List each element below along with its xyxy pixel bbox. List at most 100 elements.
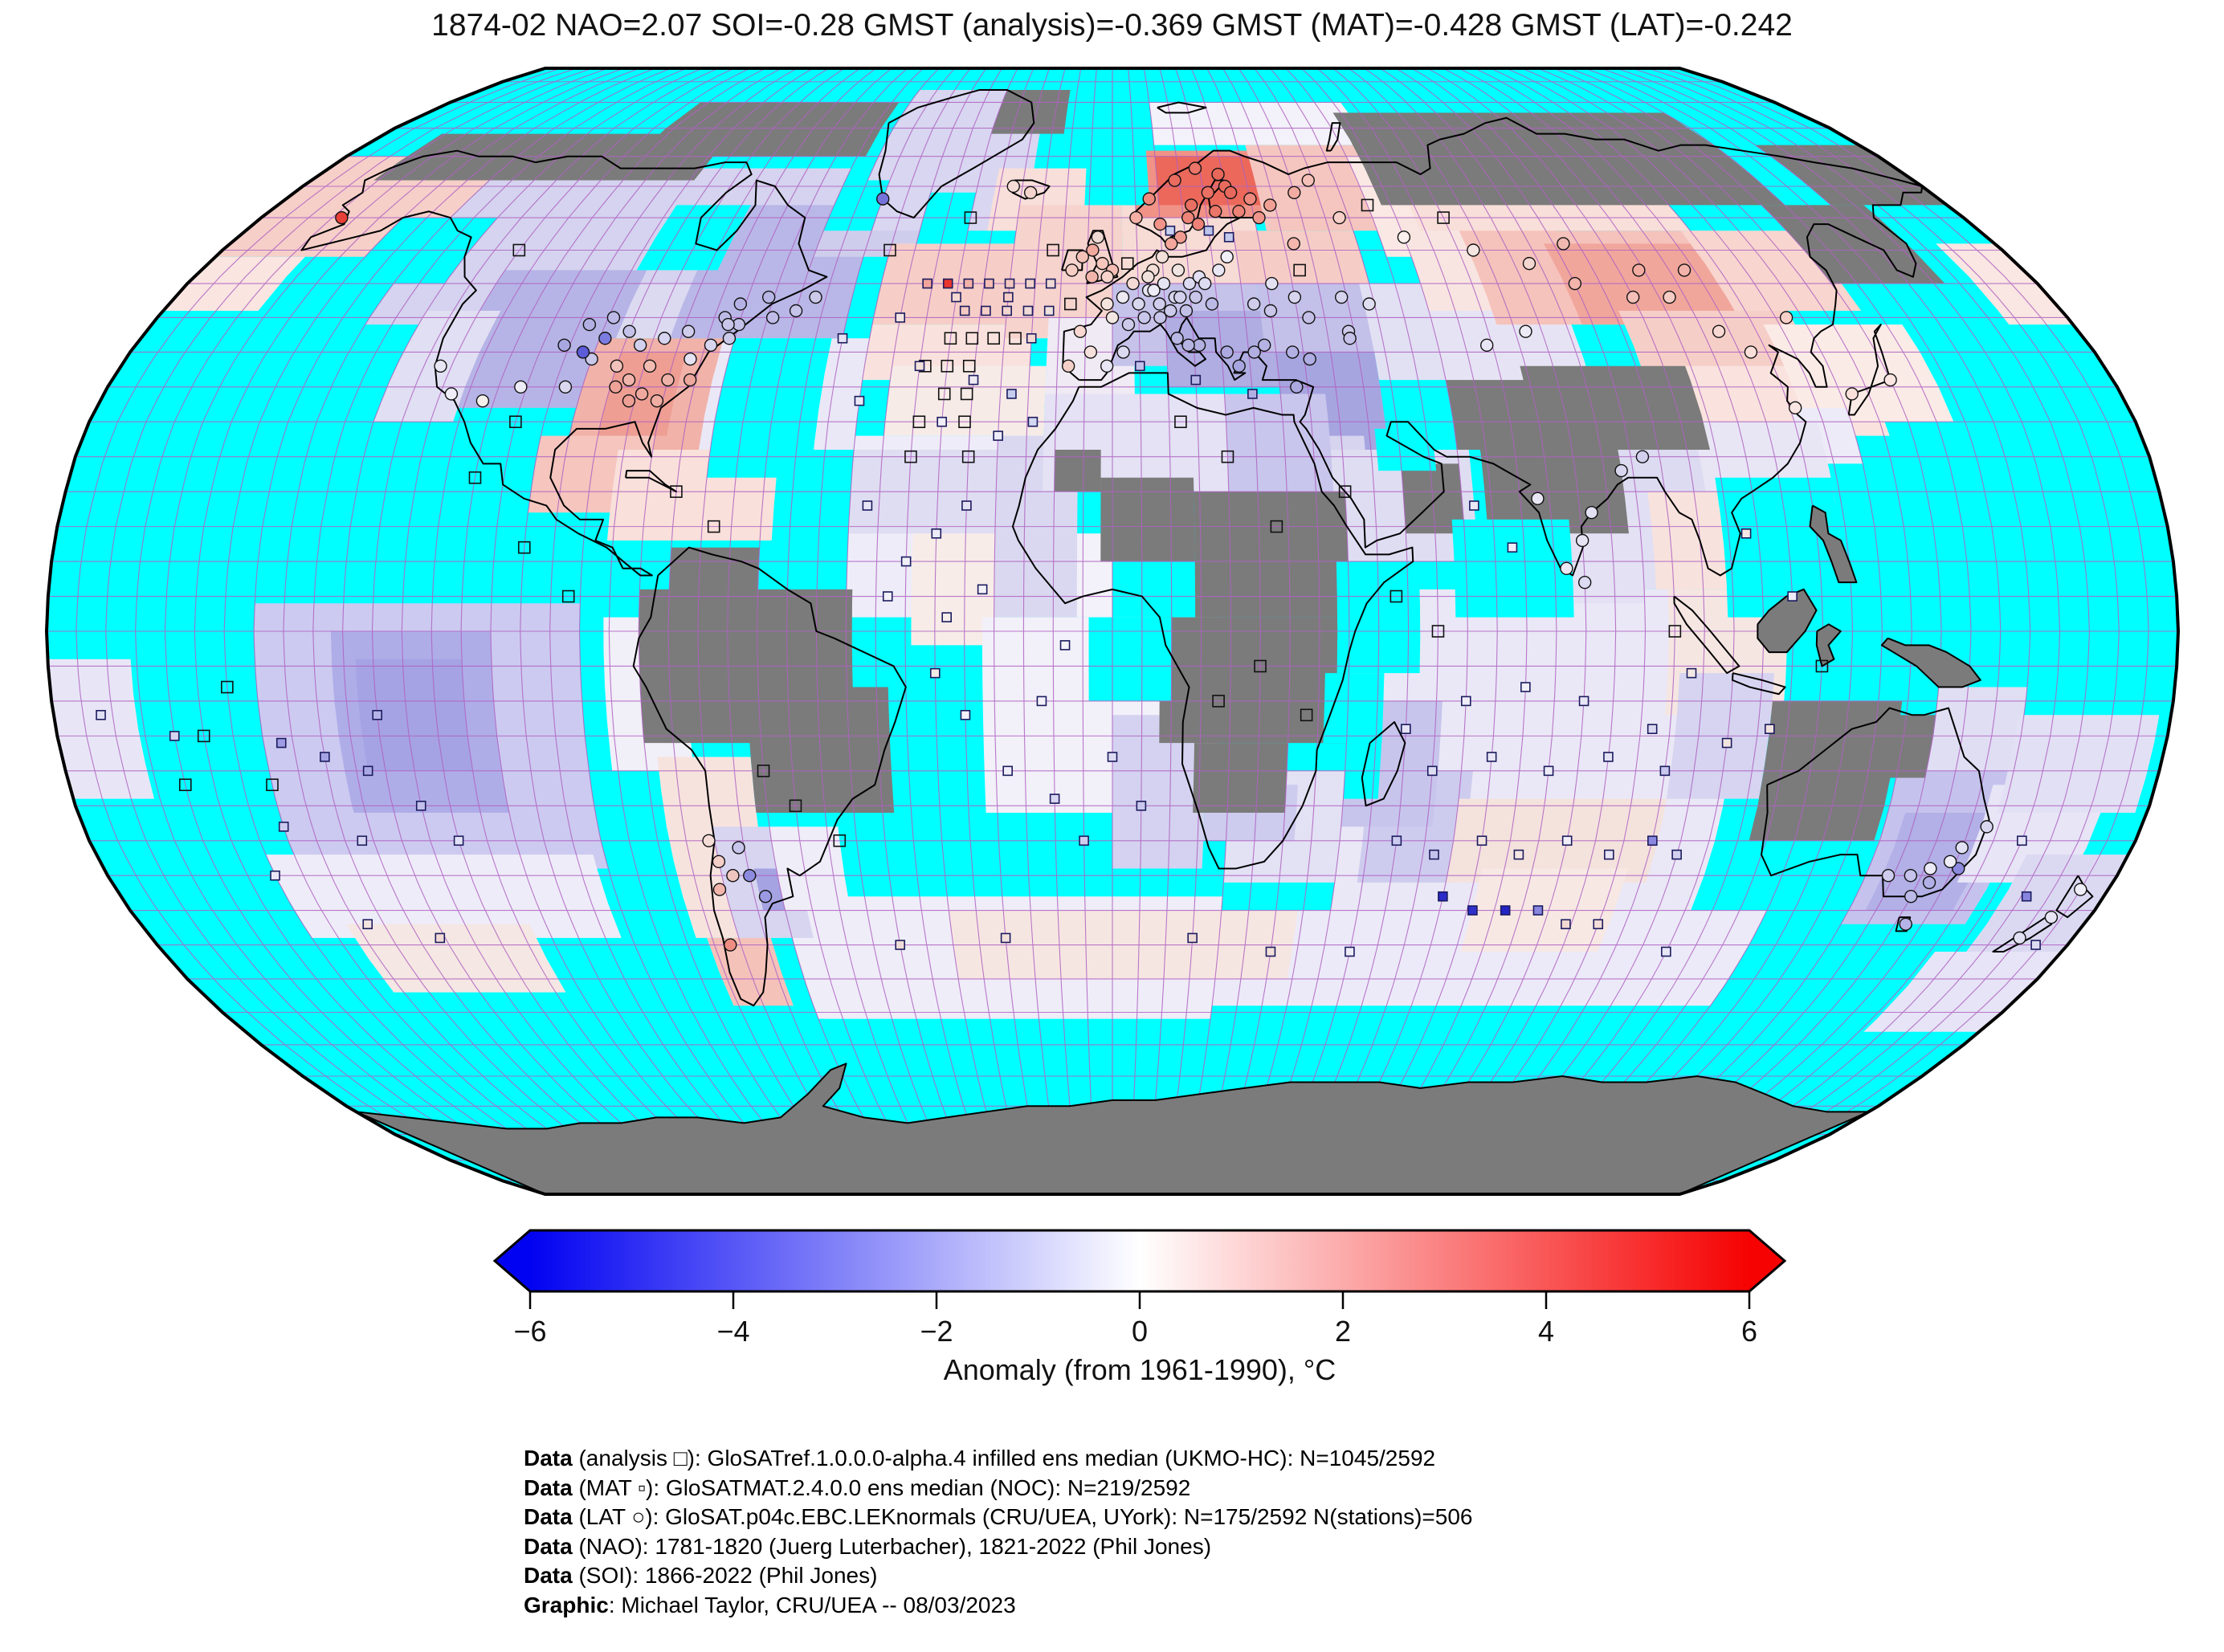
mat-square-marker	[963, 278, 974, 289]
graticule-meridian	[904, 67, 1003, 1195]
mat-square-marker	[1025, 278, 1035, 289]
mat-square-marker	[931, 528, 942, 539]
graticule-meridian	[1022, 67, 1066, 1195]
lat-station-marker	[622, 394, 636, 408]
lat-station-marker	[1568, 276, 1582, 291]
graticule-meridian	[253, 67, 656, 1195]
analysis-square-marker	[1120, 257, 1134, 270]
footer-line-label: Data	[524, 1475, 573, 1500]
lat-station-marker	[704, 338, 718, 353]
mat-square-marker	[1426, 765, 1438, 777]
graticule-meridian	[845, 67, 971, 1195]
coastline-australia	[1761, 707, 1990, 898]
lat-station-marker	[1904, 890, 1918, 904]
graticule-meridian	[460, 67, 766, 1195]
map-cell	[1159, 617, 1349, 744]
lat-station-marker	[1091, 230, 1105, 244]
map-cell	[668, 547, 760, 618]
analysis-square-marker	[1009, 332, 1022, 345]
mat-square-marker	[984, 278, 994, 289]
lat-station-marker	[1132, 297, 1145, 311]
map-outline	[44, 67, 2181, 1196]
lat-station-marker	[876, 192, 890, 206]
lat-station-marker	[1614, 463, 1628, 478]
analysis-square-marker	[1174, 415, 1187, 429]
mat-square-marker	[862, 500, 873, 511]
lat-station-marker	[1467, 243, 1480, 257]
graticule-meridian	[1632, 67, 2090, 1195]
mat-square-marker	[882, 591, 893, 602]
analysis-square-marker	[197, 729, 210, 743]
graticule-meridian	[1380, 67, 1617, 1195]
lat-station-marker	[475, 394, 490, 408]
lat-station-marker	[1302, 311, 1316, 324]
footer-line-2: Data (LAT ○): GloSAT.p04c.EBC.LEKnormals…	[524, 1503, 1472, 1532]
mat-square-marker	[1136, 801, 1147, 811]
lat-station-marker	[633, 338, 647, 353]
lat-station-marker	[1263, 304, 1278, 318]
map-cell	[1863, 952, 2062, 1032]
mat-square-marker	[1391, 835, 1402, 846]
lat-station-marker	[702, 834, 716, 847]
mat-square-marker	[1401, 724, 1411, 734]
mat-square-marker	[1059, 640, 1071, 651]
lat-station-marker	[743, 869, 757, 883]
lat-station-marker	[643, 359, 657, 373]
lat-station-marker	[1121, 317, 1136, 332]
lat-station-marker	[1188, 161, 1202, 175]
colorbar-axis-label: Anomaly (from 1961-1990), °C	[944, 1353, 1336, 1386]
mat-square-marker	[942, 278, 953, 289]
lat-station-marker	[558, 380, 573, 394]
graticule-meridian	[1254, 67, 1380, 1195]
footer-line-text: (NAO): 1781-1820 (Juerg Luterbacher), 18…	[572, 1533, 1212, 1559]
lat-station-marker	[1171, 263, 1185, 277]
lat-station-marker	[762, 290, 776, 304]
graticule-meridian	[1238, 67, 1350, 1195]
map-cell	[1446, 380, 1549, 450]
coastline-africa	[1011, 372, 1414, 870]
mat-square-marker	[1721, 737, 1732, 748]
mat-square-marker	[1049, 793, 1060, 804]
mat-square-marker	[1438, 891, 1448, 902]
graticule	[47, 67, 2178, 1195]
lat-station-marker	[434, 359, 447, 373]
lat-station-marker	[1023, 186, 1038, 200]
lat-station-marker	[335, 210, 349, 225]
coastline-north-america	[300, 149, 828, 577]
graticule-meridian	[520, 67, 798, 1195]
analysis-square-marker	[937, 387, 951, 401]
lat-station-marker	[2074, 883, 2087, 896]
mat-square-marker	[1190, 374, 1202, 385]
graticule-meridian	[1600, 67, 2031, 1195]
lat-station-marker	[1212, 263, 1226, 277]
lat-station-marker	[1332, 210, 1346, 225]
lat-station-marker	[1955, 841, 1969, 855]
mat-square-marker	[1520, 682, 1531, 692]
mat-square-marker	[1187, 932, 1198, 944]
map-cell	[1865, 813, 1998, 911]
lat-station-marker	[1205, 297, 1219, 311]
lat-station-marker	[1142, 192, 1156, 206]
lat-station-marker	[1287, 186, 1301, 200]
lat-station-marker	[1211, 167, 1225, 182]
mat-square-marker	[1647, 724, 1658, 734]
graticule-meridian	[608, 67, 845, 1195]
lat-station-marker	[1116, 290, 1130, 304]
lat-station-marker	[1577, 575, 1592, 589]
graticule-meridian	[1521, 67, 1883, 1195]
mat-square-marker	[278, 822, 289, 832]
graticule-meridian	[875, 67, 987, 1195]
graticule-meridian	[312, 67, 688, 1195]
lat-station-marker	[1006, 179, 1020, 194]
lat-station-marker	[1303, 352, 1316, 366]
graticule-meridian	[342, 67, 704, 1195]
lat-station-marker	[1343, 332, 1357, 345]
footer-line-label: Data	[524, 1533, 573, 1559]
mat-square-marker	[993, 430, 1003, 441]
lat-station-marker	[1153, 311, 1167, 324]
map-cell	[635, 102, 900, 157]
graticule-meridian	[1537, 67, 1912, 1195]
lat-station-marker	[1301, 173, 1315, 187]
map-cell	[1054, 449, 1101, 492]
lat-station-marker	[712, 883, 727, 896]
